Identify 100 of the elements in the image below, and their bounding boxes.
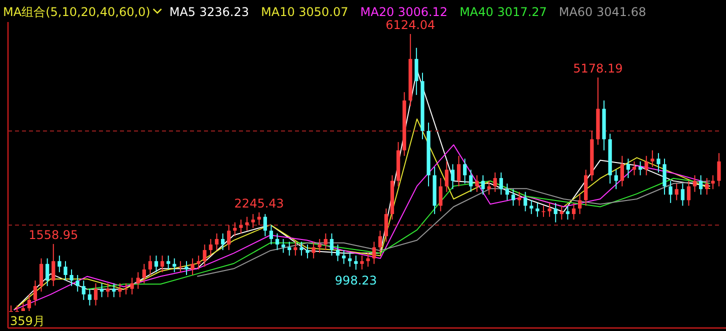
- candlestick: [214, 232, 219, 251]
- annotation: 1558.95: [28, 228, 78, 242]
- legend-item: MA40 3017.27: [460, 5, 547, 19]
- candlestick: [148, 255, 152, 276]
- candlestick: [524, 191, 528, 212]
- candlestick: [554, 202, 558, 223]
- candlestick: [674, 183, 678, 201]
- annotation: 5178.19: [573, 61, 623, 76]
- candlestick: [27, 294, 31, 312]
- candlestick: [536, 202, 540, 218]
- candlestick: [33, 280, 38, 306]
- candlestick: [650, 150, 654, 168]
- candlestick: [444, 160, 448, 192]
- note: 359月: [10, 314, 45, 328]
- candlestick: [487, 180, 491, 196]
- candlestick: [324, 232, 328, 251]
- candlestick: [46, 258, 50, 287]
- candlestick: [202, 244, 206, 268]
- candlestick: [227, 224, 231, 251]
- candlestick: [190, 258, 194, 276]
- candlestick: [142, 263, 146, 284]
- candlestick: [275, 232, 280, 251]
- candlestick: [136, 272, 140, 290]
- candlestick: [239, 219, 243, 234]
- candlestick: [251, 214, 255, 228]
- candlestick: [263, 214, 267, 237]
- candlestick: [15, 304, 19, 312]
- candlestick: [469, 169, 473, 192]
- candlestick: [699, 174, 703, 196]
- candlestick: [88, 288, 92, 306]
- candlestick: [378, 230, 382, 254]
- candlestick: [318, 238, 322, 254]
- candlestick: [196, 255, 200, 270]
- candlestick: [282, 238, 286, 254]
- candlestick: [39, 258, 44, 292]
- annotation: 2245.43: [234, 196, 284, 210]
- candlestick: [245, 216, 249, 232]
- candlestick: [342, 250, 346, 264]
- candlestick: [372, 241, 376, 264]
- candlestick: [70, 268, 74, 287]
- candlestick: [76, 274, 80, 292]
- candlestick: [530, 200, 534, 215]
- candlestick: [384, 208, 388, 242]
- candlestick: [64, 260, 68, 282]
- legend-item: MA20 3006.12: [360, 5, 448, 19]
- candlestick: [82, 280, 86, 300]
- candlestick: [154, 255, 158, 273]
- annotation: 998.23: [334, 274, 377, 288]
- candlestick: [438, 178, 442, 212]
- candlestick: [118, 282, 122, 298]
- candlestick: [366, 252, 370, 268]
- chart-title: MA组合(5,10,20,40,60,0): [3, 5, 150, 19]
- candlestick: [330, 232, 334, 256]
- candlestick: [184, 260, 188, 276]
- candlestick: [668, 180, 672, 204]
- candlestick: [94, 282, 98, 306]
- candlestick: [644, 155, 648, 176]
- candlestick: [686, 180, 691, 206]
- candlestick: [58, 255, 62, 273]
- candlestick: [178, 260, 182, 273]
- candlestick: [306, 244, 310, 259]
- candlestick: [614, 169, 618, 190]
- candlestick: [572, 202, 576, 220]
- candlestick: [475, 174, 479, 192]
- candlestick: [360, 255, 364, 270]
- candlestick: [493, 172, 497, 192]
- candlestick: [160, 255, 164, 273]
- candlestick: [620, 155, 624, 187]
- candlestick: [626, 158, 630, 179]
- candlestick: [9, 304, 13, 312]
- annotation: 6124.04: [386, 18, 436, 32]
- legend-item: MA5 3236.23: [169, 5, 249, 19]
- candlestick: [656, 152, 660, 173]
- candlestick: [269, 224, 274, 246]
- candlestick: [456, 155, 461, 187]
- candlestick: [300, 241, 304, 256]
- candlestick: [336, 244, 340, 262]
- candlestick: [130, 277, 134, 295]
- candlestick: [705, 178, 709, 196]
- candlestick: [481, 174, 485, 196]
- candlestick: [505, 183, 510, 201]
- candlestick: [499, 172, 503, 196]
- candlestick: [463, 158, 467, 184]
- candlestick: [414, 47, 418, 96]
- candlestick: [680, 183, 684, 206]
- candlestick: [52, 243, 56, 287]
- candlestick: [578, 194, 582, 215]
- legend-item: MA60 3041.68: [558, 5, 646, 19]
- legend-item: MA10 3050.07: [261, 5, 348, 19]
- candlestick: [662, 158, 666, 196]
- candlestick: [166, 255, 170, 270]
- candlestick: [208, 238, 213, 256]
- candlestick: [548, 202, 552, 218]
- candlestick: [450, 164, 455, 190]
- candlestick: [717, 152, 721, 187]
- candlestick: [354, 255, 358, 270]
- candlestick: [511, 188, 516, 206]
- candlestick: [312, 241, 316, 259]
- candlestick: [220, 232, 225, 251]
- candlestick: [692, 174, 697, 192]
